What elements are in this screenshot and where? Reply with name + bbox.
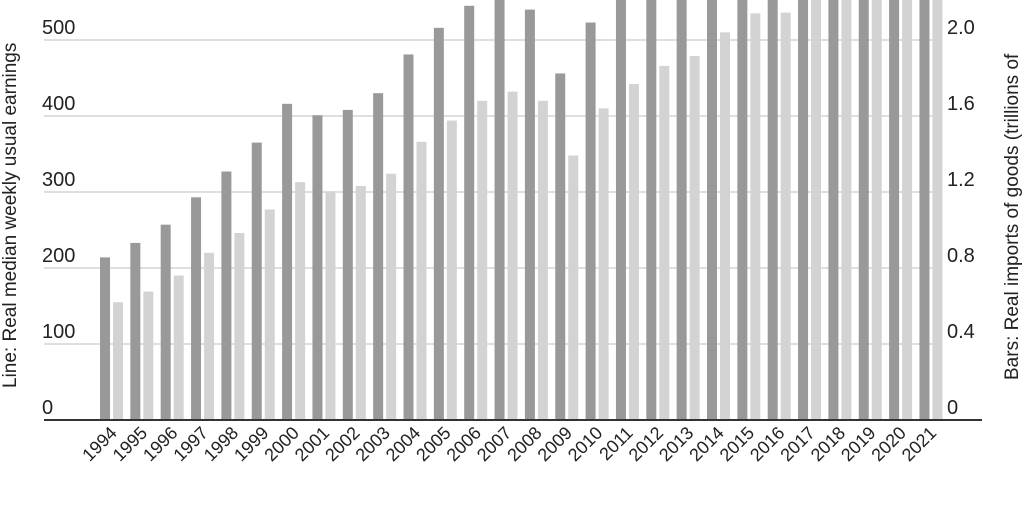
bar-2008-light	[537, 100, 548, 421]
bar-2005-light	[446, 120, 457, 420]
bar-1999-light	[264, 209, 275, 420]
bar-1995-light	[143, 291, 154, 420]
left-tick-label: 100	[42, 321, 75, 343]
left-tick-label: 500	[42, 17, 75, 39]
bar-1998-dark	[221, 171, 232, 420]
bar-1996-light	[173, 275, 184, 420]
left-axis-ticks: 0 100 200 300 400 500	[42, 17, 75, 419]
bar-2003-dark	[373, 93, 384, 420]
bar-2018-dark	[828, 0, 839, 420]
bar-2010-light	[598, 108, 609, 421]
bar-2006-light	[477, 100, 488, 421]
left-tick-label: 400	[42, 93, 75, 115]
bar-2014-dark	[707, 0, 717, 420]
bar-1997-light	[204, 252, 215, 420]
bar-2020-light	[902, 0, 913, 420]
bar-2005-dark	[433, 27, 444, 421]
bar-2006-dark	[464, 5, 475, 421]
bar-2021-light	[932, 0, 943, 420]
bar-1995-dark	[130, 242, 141, 420]
right-tick-label: 0.8	[947, 245, 975, 267]
bar-2012-light	[659, 65, 670, 420]
bar-1996-dark	[160, 224, 171, 420]
bar-2000-light	[295, 182, 306, 420]
left-tick-label: 0	[42, 397, 53, 419]
left-tick-label: 200	[42, 245, 75, 267]
bar-2004-dark	[403, 54, 414, 420]
bar-2001-dark	[312, 115, 323, 421]
bar-2007-light	[507, 91, 518, 421]
left-axis-title: Line: Real median weekly usual earnings	[0, 43, 21, 388]
bar-2004-light	[416, 141, 427, 420]
bar-2011-dark	[615, 0, 626, 420]
bar-2013-light	[689, 55, 700, 421]
bar-2003-light	[386, 173, 397, 420]
bar-2015-light	[750, 13, 761, 421]
bar-2019-dark	[858, 0, 869, 420]
bar-1994-dark	[100, 257, 110, 420]
bar-2007-dark	[494, 0, 505, 420]
bar-2021-dark	[919, 0, 930, 420]
right-tick-label: 0.4	[947, 321, 975, 343]
bar-2001-light	[325, 191, 336, 420]
right-axis-ticks: 0 0.4 0.8 1.2 1.6 2.0	[947, 17, 975, 419]
right-tick-label: 1.6	[947, 93, 975, 115]
bar-2009-light	[568, 155, 579, 420]
bar-2020-dark	[889, 0, 900, 420]
right-tick-label: 1.2	[947, 169, 975, 191]
bar-2017-dark	[798, 0, 809, 420]
right-tick-label: 0	[947, 397, 958, 419]
bar-2016-dark	[767, 0, 778, 420]
bar-2002-light	[355, 185, 366, 420]
bar-2019-light	[871, 0, 882, 420]
x-tick-label: 2021	[898, 423, 940, 465]
bars	[100, 0, 943, 421]
bar-1999-dark	[251, 142, 262, 420]
bar-2010-dark	[585, 22, 596, 421]
bar-2013-dark	[676, 0, 687, 420]
bar-2000-dark	[282, 103, 293, 420]
bar-2018-light	[841, 0, 852, 420]
bar-2011-light	[628, 84, 639, 420]
bar-1998-light	[234, 233, 245, 420]
left-tick-label: 300	[42, 169, 75, 191]
bar-2016-light	[780, 12, 791, 420]
bar-2012-dark	[646, 0, 657, 420]
bar-2009-dark	[555, 73, 566, 420]
right-axis-title: Bars: Real imports of goods (trillions o…	[1002, 53, 1023, 380]
right-tick-label: 2.0	[947, 17, 975, 39]
bar-1994-light	[113, 302, 123, 420]
x-axis-ticks: 1994199519961997199819992000200120022003…	[78, 423, 940, 465]
bar-2014-light	[720, 32, 730, 421]
bar-2017-light	[811, 0, 822, 420]
bar-1997-dark	[191, 197, 202, 420]
bar-2008-dark	[524, 9, 535, 420]
bar-2015-dark	[737, 0, 748, 420]
bar-2002-dark	[342, 109, 353, 421]
